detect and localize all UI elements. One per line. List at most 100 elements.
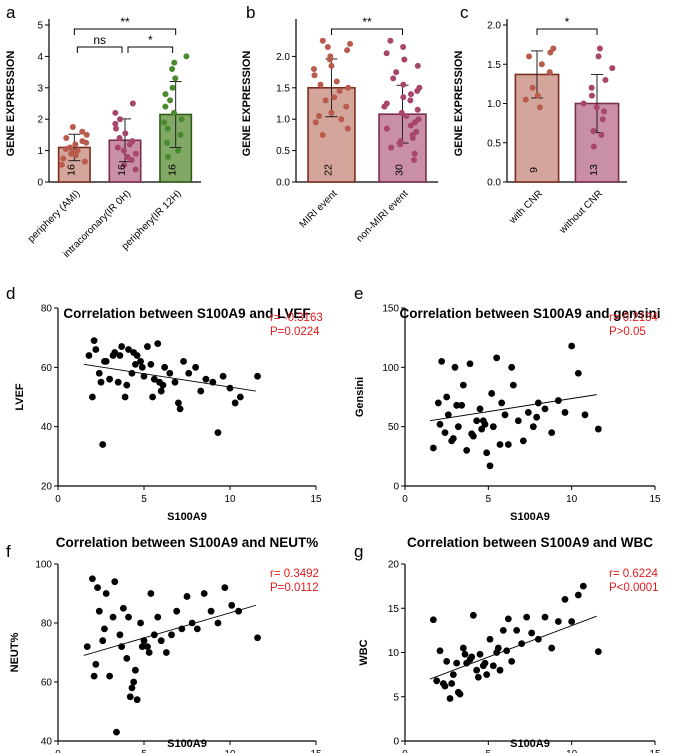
x-axis-title: S100A9	[510, 738, 550, 750]
y-tick-label: 5	[37, 21, 43, 32]
data-point	[343, 103, 350, 110]
data-point	[588, 92, 595, 99]
data-point	[95, 369, 103, 377]
data-point	[454, 423, 462, 431]
data-point	[414, 62, 421, 69]
data-point	[140, 372, 148, 380]
data-point	[473, 666, 481, 674]
data-point	[117, 116, 124, 123]
y-tick-label: 0	[37, 178, 43, 189]
y-tick-label: 3	[37, 83, 43, 94]
data-point	[89, 393, 96, 401]
data-point	[601, 108, 608, 115]
data-point	[327, 53, 334, 60]
significance-bracket	[76, 46, 123, 53]
data-point	[454, 688, 462, 696]
data-point	[474, 673, 482, 681]
data-point	[494, 644, 502, 652]
data-point	[180, 358, 187, 365]
data-point	[102, 590, 110, 597]
data-point	[541, 405, 549, 413]
data-point	[499, 626, 507, 634]
data-point	[322, 97, 329, 104]
data-point	[400, 81, 407, 88]
data-point	[541, 613, 549, 621]
data-point	[529, 84, 536, 91]
data-point	[125, 613, 132, 621]
data-point	[519, 437, 527, 445]
data-point	[101, 358, 108, 365]
data-point	[168, 631, 175, 639]
data-point	[132, 150, 139, 157]
data-point	[125, 346, 132, 353]
data-point	[137, 358, 144, 365]
data-point	[429, 616, 437, 624]
data-point	[458, 401, 466, 409]
data-point	[513, 626, 521, 634]
data-point	[137, 619, 144, 627]
data-point	[133, 696, 141, 704]
y-axis-title: WBC	[358, 639, 370, 665]
data-point	[116, 135, 123, 142]
data-point	[347, 40, 354, 47]
data-point	[147, 590, 155, 597]
data-point	[116, 352, 124, 359]
x-tick-label: 15	[649, 494, 661, 505]
data-point	[590, 143, 597, 150]
y-tick-label: 0	[393, 482, 399, 493]
data-point	[504, 615, 512, 623]
data-point	[561, 596, 569, 603]
data-point	[145, 649, 153, 656]
data-point	[434, 399, 442, 407]
x-axis-title: S100A9	[167, 738, 207, 750]
data-point	[383, 125, 390, 132]
data-point	[401, 56, 408, 63]
data-point	[124, 153, 131, 160]
data-point	[443, 657, 451, 665]
data-point	[162, 91, 169, 98]
data-point	[609, 65, 616, 72]
data-point	[166, 369, 174, 377]
data-point	[331, 94, 338, 101]
data-point	[109, 613, 117, 621]
data-point	[150, 375, 158, 383]
n-label: 16	[65, 164, 77, 176]
significance-label: **	[362, 15, 372, 29]
data-point	[161, 119, 168, 126]
data-point	[504, 441, 512, 448]
data-point	[97, 378, 105, 386]
data-point	[317, 81, 324, 88]
data-point	[514, 417, 522, 425]
data-point	[407, 91, 414, 98]
y-tick-label: 0.0	[487, 178, 501, 189]
data-point	[122, 130, 129, 137]
y-tick-label: 2.0	[276, 52, 290, 63]
data-point	[161, 363, 169, 371]
n-label: 16	[167, 164, 179, 176]
data-point	[94, 584, 101, 591]
y-tick-label: 20	[388, 560, 400, 571]
data-point	[144, 643, 151, 650]
x-tick-label: periphery (AMI)	[26, 188, 83, 245]
data-point	[315, 113, 322, 120]
data-point	[524, 409, 532, 416]
data-point	[95, 607, 103, 615]
significance-label: *	[148, 33, 153, 47]
data-point	[538, 61, 545, 68]
data-point	[496, 441, 504, 448]
data-point	[132, 666, 139, 674]
y-tick-label: 10	[388, 648, 400, 659]
data-point	[579, 582, 587, 590]
data-point	[413, 128, 420, 135]
data-point	[588, 84, 595, 91]
data-point	[383, 100, 390, 107]
y-tick-label: 1.5	[276, 83, 290, 94]
data-point	[599, 116, 606, 123]
data-point	[459, 644, 467, 652]
x-tick-label: 0	[55, 494, 61, 505]
data-point	[197, 387, 205, 395]
panel-b: b 0.0 0.5 1.0 1.5 2.0 GENE EXPRESSION 22 MIRI ev…	[241, 3, 438, 244]
data-point	[590, 127, 597, 134]
data-point	[451, 363, 459, 371]
